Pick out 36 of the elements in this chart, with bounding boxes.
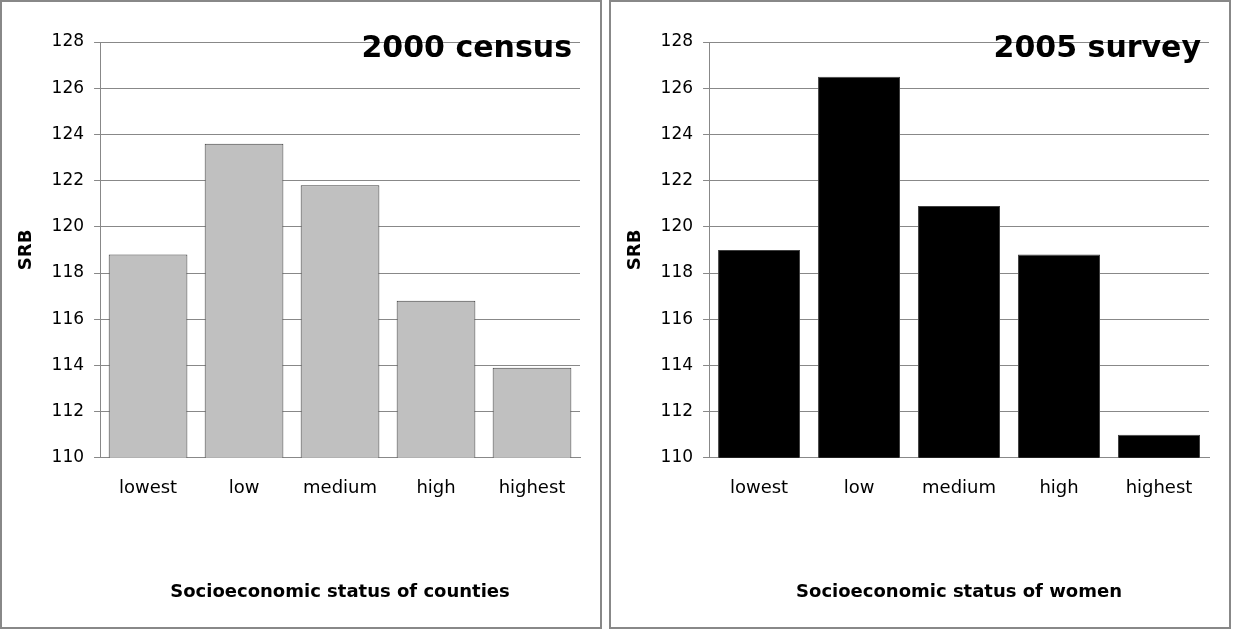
y-tick-label: 110 xyxy=(51,446,85,467)
chart-title: 2005 survey xyxy=(993,28,1202,64)
x-tick-label: medium xyxy=(303,476,378,498)
y-tick-label: 112 xyxy=(660,400,694,421)
y-tick-label: 124 xyxy=(660,122,694,143)
x-tick-label: highest xyxy=(1125,476,1193,498)
y-tick-label: 124 xyxy=(51,122,85,143)
x-tick-label: low xyxy=(843,476,875,498)
y-tick-label: 120 xyxy=(51,215,85,236)
y-tick-label: 122 xyxy=(51,169,85,190)
y-tick-label: 116 xyxy=(660,307,694,328)
y-axis-title: SRB xyxy=(623,229,645,271)
y-tick-label: 114 xyxy=(51,353,85,374)
x-tick-label: highest xyxy=(498,476,566,498)
y-tick-label: 126 xyxy=(51,76,85,97)
y-tick-label: 114 xyxy=(660,353,694,374)
x-tick-label: lowest xyxy=(118,476,178,498)
x-tick-label: high xyxy=(416,476,456,498)
x-tick-label: high xyxy=(1039,476,1079,498)
y-tick-label: 126 xyxy=(660,76,694,97)
y-tick-label: 128 xyxy=(660,30,694,51)
x-tick-label: medium xyxy=(922,476,997,498)
x-axis-title: Socioeconomic status of counties xyxy=(170,579,510,601)
y-tick-label: 112 xyxy=(51,400,85,421)
y-axis-title: SRB xyxy=(14,229,36,271)
y-tick-label: 118 xyxy=(660,261,694,282)
y-tick-label: 116 xyxy=(51,307,85,328)
y-tick-label: 118 xyxy=(51,261,85,282)
x-tick-label: low xyxy=(228,476,260,498)
y-tick-label: 120 xyxy=(660,215,694,236)
y-tick-label: 110 xyxy=(660,446,694,467)
x-axis-title: Socioeconomic status of women xyxy=(796,579,1122,601)
y-tick-label: 122 xyxy=(660,169,694,190)
chart-title: 2000 census xyxy=(361,28,572,64)
y-tick-label: 128 xyxy=(51,30,85,51)
x-tick-label: lowest xyxy=(729,476,789,498)
